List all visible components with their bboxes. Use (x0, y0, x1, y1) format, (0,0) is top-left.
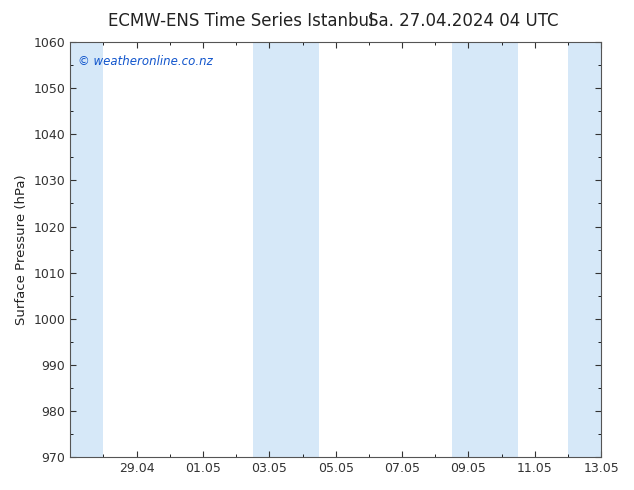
Y-axis label: Surface Pressure (hPa): Surface Pressure (hPa) (15, 174, 28, 325)
Text: ECMW-ENS Time Series Istanbul: ECMW-ENS Time Series Istanbul (108, 12, 373, 30)
Bar (452, 42, 518, 457)
Text: Sa. 27.04.2024 04 UTC: Sa. 27.04.2024 04 UTC (368, 12, 558, 30)
Bar (253, 42, 319, 457)
Bar (70, 42, 103, 457)
Bar (568, 42, 601, 457)
Text: © weatheronline.co.nz: © weatheronline.co.nz (78, 54, 213, 68)
